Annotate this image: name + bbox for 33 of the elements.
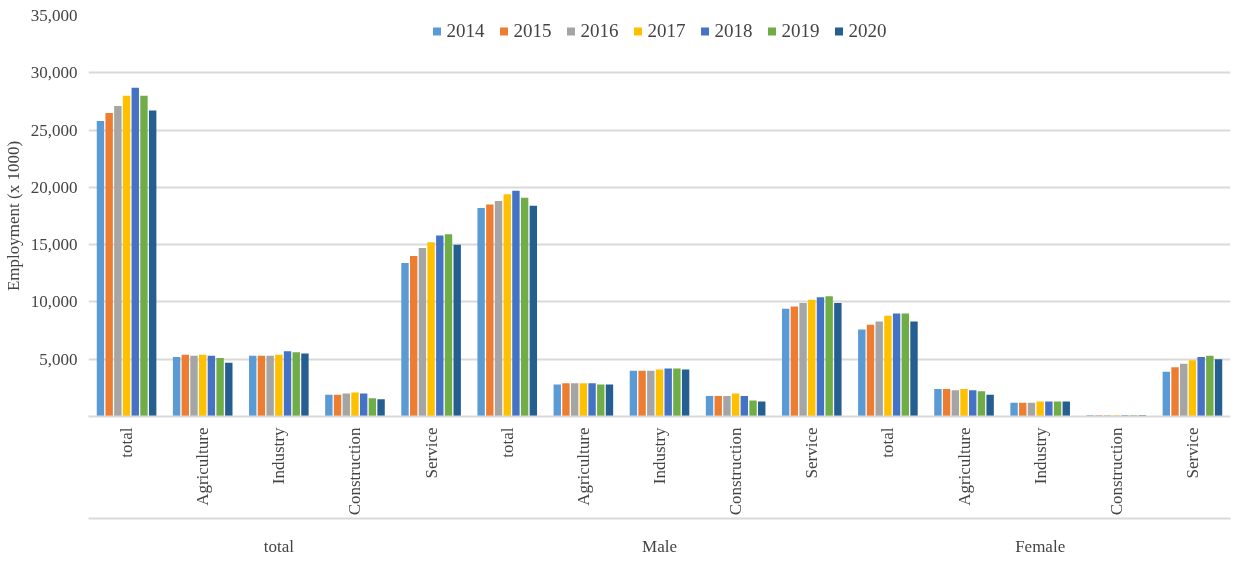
legend-label: 2020	[848, 20, 887, 42]
x-tick-label: total	[497, 427, 517, 458]
x-tick-label: Agriculture	[954, 427, 974, 506]
legend-label: 2018	[714, 20, 753, 42]
legend-label: 2014	[446, 20, 485, 42]
x-tick-label: Industry	[650, 427, 669, 485]
legend-label: 2019	[781, 20, 820, 42]
legend-label: 2015	[513, 20, 552, 42]
x-tick-label: total	[117, 427, 137, 458]
x-tick-label: total	[878, 427, 898, 458]
text: Female	[1015, 536, 1066, 556]
y-tick-label: 30,000	[30, 63, 78, 83]
y-tick-label: 15,000	[30, 235, 78, 255]
x-tick-label: Agriculture	[573, 427, 593, 506]
x-tick-label: Service	[421, 427, 441, 479]
x-tick-label: Industry	[1030, 427, 1050, 485]
legend-label: 2017	[647, 20, 686, 42]
text: total	[263, 536, 295, 556]
text: Male	[642, 536, 677, 556]
x-tick-label: Service	[802, 427, 822, 479]
y-tick-label: 10,000	[30, 292, 78, 312]
y-tick-label: 25,000	[30, 120, 78, 140]
x-tick-label: Construction	[1106, 427, 1126, 516]
x-tick-label: Construction	[726, 427, 746, 516]
x-tick-label: Agriculture	[193, 427, 213, 506]
y-axis-title: Employment (x 1000)	[3, 140, 23, 292]
y-tick-label: 35,000	[30, 6, 78, 25]
legend-label: 2016	[580, 20, 619, 42]
y-tick-label: 20,000	[30, 177, 78, 197]
x-tick-label: Industry	[269, 427, 289, 485]
y-tick-label: 5,000	[39, 349, 78, 369]
x-tick-label: Service	[1182, 427, 1202, 479]
x-tick-label: Construction	[345, 427, 365, 516]
